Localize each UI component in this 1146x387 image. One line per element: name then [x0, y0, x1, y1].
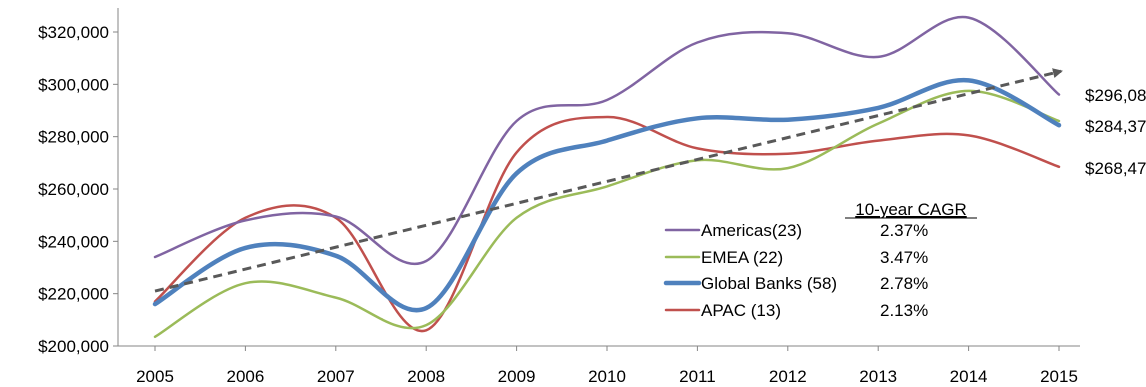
y-tick-label: $320,000 [38, 23, 109, 42]
series-line-global-banks-58 [152, 78, 1062, 313]
y-tick-label: $280,000 [38, 128, 109, 147]
legend-cagr-value: 2.37% [880, 221, 928, 240]
x-tick-label: 2014 [950, 367, 988, 386]
cagr-header: 10-year CAGR [855, 200, 966, 219]
end-labels: $296,084 $284,376 $268,476 [1085, 86, 1146, 178]
legend-series-name: APAC (13) [701, 301, 781, 320]
x-tick-label: 2005 [136, 367, 174, 386]
trendline-layer [154, 68, 1063, 293]
series-line-apac-13 [153, 115, 1061, 333]
series-line-emea-22 [153, 89, 1061, 339]
x-tick-label: 2011 [679, 367, 716, 386]
x-tick-label: 2015 [1040, 367, 1078, 386]
axes: $200,000 $220,000 $240,000 $260,000 $280,000… [38, 8, 1080, 386]
legend-cagr-value: 3.47% [880, 248, 928, 267]
end-value-label: $268,476 [1085, 159, 1146, 178]
legend-series-name: Global Banks (58) [701, 274, 837, 293]
x-tick-label: 2009 [498, 367, 536, 386]
y-tick-label: $240,000 [38, 232, 109, 251]
legend-series-name: EMEA (22) [701, 248, 783, 267]
end-value-label: $296,084 [1085, 86, 1146, 105]
legend-series-name: Americas(23) [701, 221, 802, 240]
trendline-arrow [154, 68, 1063, 293]
x-tick-label: 2012 [769, 367, 807, 386]
x-tick-label: 2013 [859, 367, 897, 386]
end-value-label: $284,376 [1085, 117, 1146, 136]
y-tick-label: $220,000 [38, 285, 109, 304]
series-line-americas-23 [153, 15, 1061, 265]
legend: 10-year CAGR Americas(23) 2.37% EMEA (22) 3.… [663, 200, 977, 320]
legend-cagr-value: 2.78% [880, 274, 928, 293]
y-tick-label: $260,000 [38, 180, 109, 199]
y-tick-label: $200,000 [38, 337, 109, 356]
x-tick-label: 2008 [407, 367, 445, 386]
y-tick-label: $300,000 [38, 75, 109, 94]
x-tick-label: 2010 [588, 367, 626, 386]
legend-cagr-value: 2.13% [880, 301, 928, 320]
x-tick-label: 2007 [317, 367, 355, 386]
x-tick-label: 2006 [226, 367, 264, 386]
series-lines [152, 15, 1062, 339]
